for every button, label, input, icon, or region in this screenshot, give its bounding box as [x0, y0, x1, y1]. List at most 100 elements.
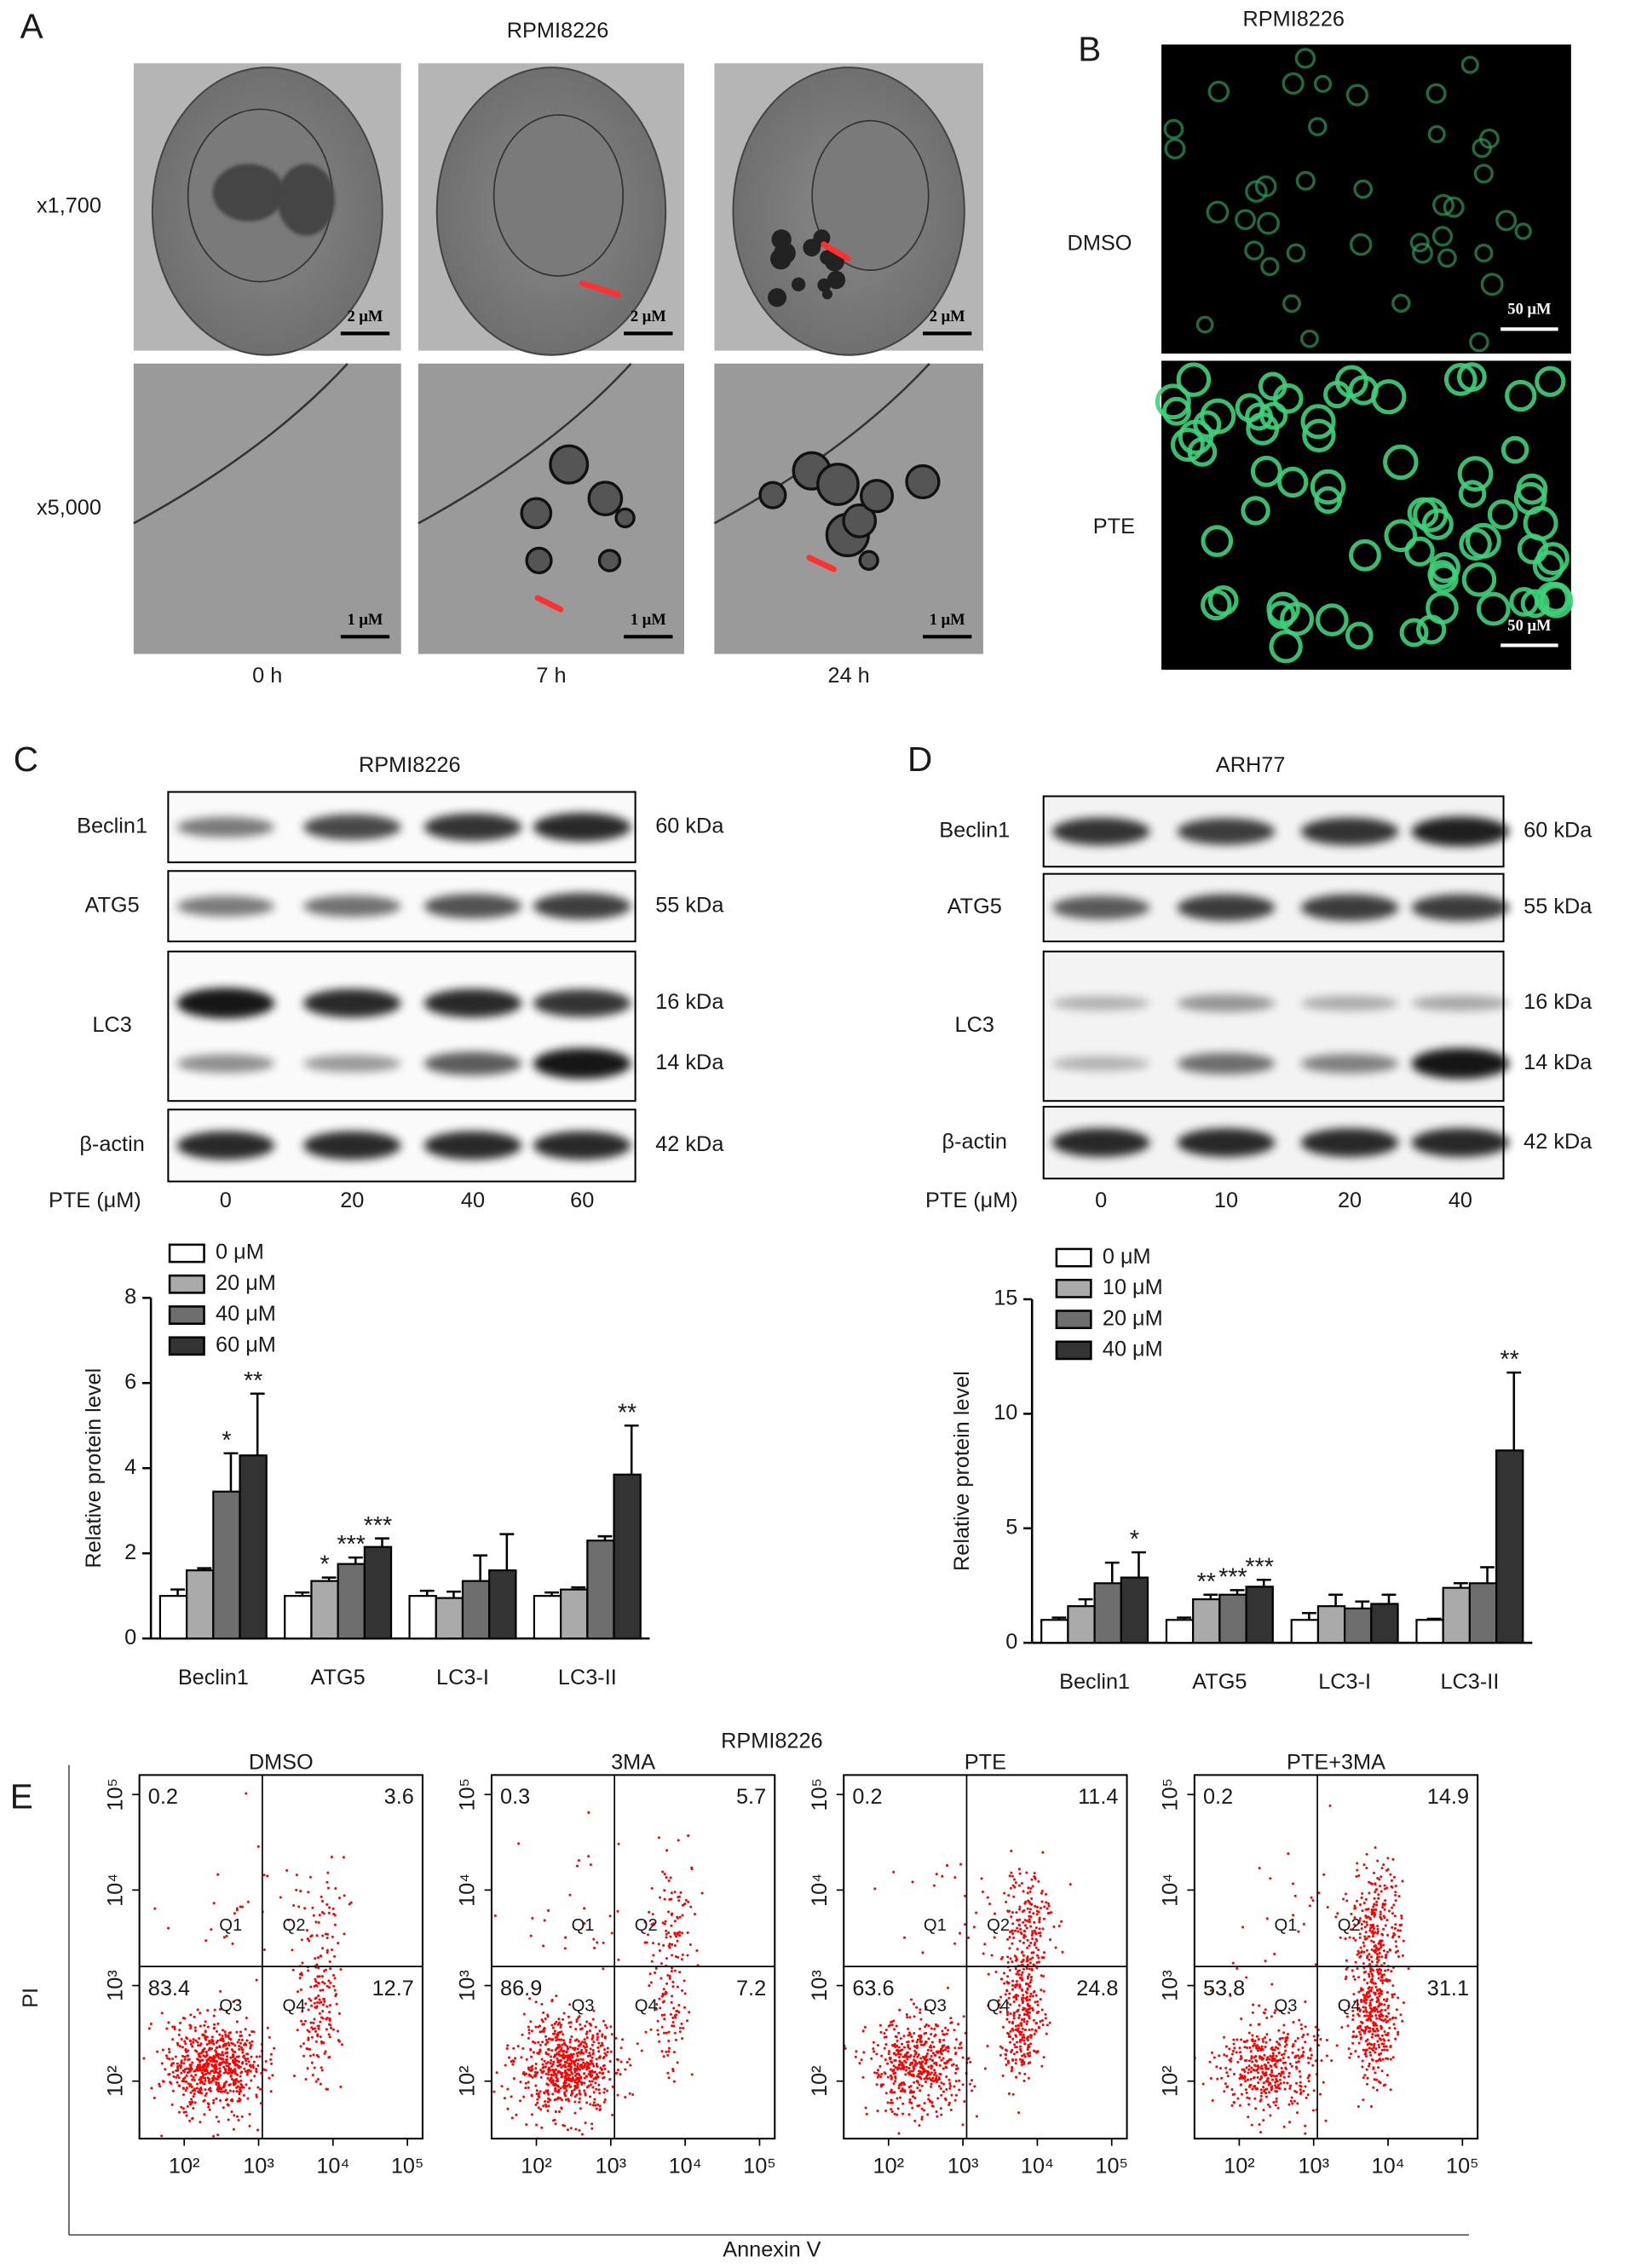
event-dot — [1357, 1920, 1362, 1923]
event-dot — [273, 2046, 276, 2050]
event-dot — [915, 2041, 919, 2044]
event-dot — [988, 1902, 992, 1906]
bar — [435, 1597, 464, 1640]
cell — [1458, 480, 1487, 508]
event-dot — [1368, 2016, 1372, 2019]
event-dot — [544, 2104, 548, 2109]
dose: 40 — [1449, 1189, 1472, 1212]
panel-label: B — [1078, 29, 1101, 68]
event-dot — [579, 2028, 583, 2031]
event-dot — [894, 2080, 897, 2083]
event-dot — [629, 2064, 632, 2067]
event-dot — [217, 2071, 221, 2075]
event-dot — [686, 1931, 689, 1934]
event-dot — [1020, 1973, 1023, 1977]
event-dot — [890, 2108, 893, 2111]
event-dot — [902, 2035, 906, 2038]
event-dot — [216, 2022, 220, 2025]
event-dot — [314, 2080, 318, 2083]
event-dot — [1282, 2031, 1286, 2035]
event-dot — [183, 2076, 187, 2080]
event-dot — [178, 2029, 181, 2032]
event-dot — [1363, 2031, 1367, 2035]
event-dot — [920, 2117, 924, 2121]
event-dot — [1226, 2085, 1230, 2088]
event-dot — [1231, 1961, 1235, 1965]
event-dot — [1304, 2085, 1307, 2088]
event-dot — [1293, 2099, 1296, 2103]
cell — [1432, 193, 1454, 216]
event-dot — [1370, 1998, 1374, 2001]
event-dot — [1211, 2051, 1214, 2054]
event-dot — [245, 1792, 248, 1795]
event-dot — [897, 2087, 901, 2090]
bar — [1040, 1619, 1069, 1644]
y-tick-label: 10³ — [456, 1970, 480, 2001]
event-dot — [316, 2077, 320, 2081]
event-dot — [342, 1856, 345, 1859]
event-dot — [162, 2080, 165, 2083]
event-dot — [1400, 1923, 1403, 1926]
event-dot — [901, 2102, 905, 2105]
event-dot — [1268, 2058, 1271, 2061]
event-dot — [329, 2023, 332, 2027]
event-dot — [201, 2069, 204, 2072]
event-dot — [296, 2029, 299, 2032]
event-dot — [219, 2007, 222, 2011]
event-dot — [302, 2042, 306, 2046]
event-dot — [215, 2029, 218, 2033]
event-dot — [227, 2064, 230, 2068]
event-dot — [1257, 2071, 1260, 2075]
event-dot — [164, 2054, 168, 2058]
panel-title: RPMI8226 — [721, 1729, 823, 1753]
event-dot — [919, 2011, 922, 2014]
event-dot — [1258, 2055, 1262, 2058]
column-label: 24 h — [828, 664, 870, 688]
event-dot — [644, 2030, 648, 2034]
event-dot — [239, 2035, 242, 2038]
event-dot — [1363, 1925, 1367, 1929]
event-dot — [1255, 2059, 1258, 2063]
event-dot — [1339, 1936, 1342, 1939]
event-dot — [279, 1896, 282, 1899]
event-dot — [560, 2038, 563, 2041]
event-dot — [896, 2052, 900, 2056]
event-dot — [149, 2022, 153, 2026]
event-dot — [1374, 1946, 1378, 1949]
significance-label: *** — [1245, 1553, 1273, 1580]
event-dot — [570, 2035, 573, 2039]
cell — [1443, 196, 1465, 218]
event-dot — [562, 2018, 565, 2021]
event-dot — [1251, 2040, 1254, 2043]
event-dot — [202, 2050, 205, 2053]
event-dot — [663, 1897, 666, 1901]
event-dot — [1020, 2038, 1023, 2041]
event-dot — [226, 2092, 229, 2095]
event-dot — [1383, 1908, 1386, 1911]
event-dot — [315, 1934, 319, 1937]
event-dot — [913, 2081, 916, 2084]
event-dot — [516, 2045, 520, 2048]
event-dot — [167, 2047, 170, 2051]
event-dot — [550, 2076, 553, 2080]
event-dot — [667, 2046, 671, 2050]
event-dot — [563, 2056, 567, 2059]
band — [533, 813, 631, 842]
event-dot — [1362, 1944, 1366, 1948]
event-dot — [1361, 2021, 1364, 2024]
event-dot — [1028, 1961, 1032, 1965]
quadrant-name: Q3 — [1274, 1997, 1297, 2016]
y-tick-label: 10² — [808, 2065, 832, 2097]
event-dot — [1353, 1904, 1356, 1908]
bar — [1245, 1586, 1274, 1644]
event-dot — [591, 2086, 595, 2089]
band — [533, 1131, 631, 1160]
event-dot — [1225, 2071, 1229, 2075]
event-dot — [331, 1973, 335, 1977]
event-dot — [1027, 2076, 1030, 2080]
event-dot — [913, 2064, 917, 2067]
cell — [1412, 242, 1433, 264]
event-dot — [314, 2006, 317, 2009]
event-dot — [552, 2055, 556, 2058]
